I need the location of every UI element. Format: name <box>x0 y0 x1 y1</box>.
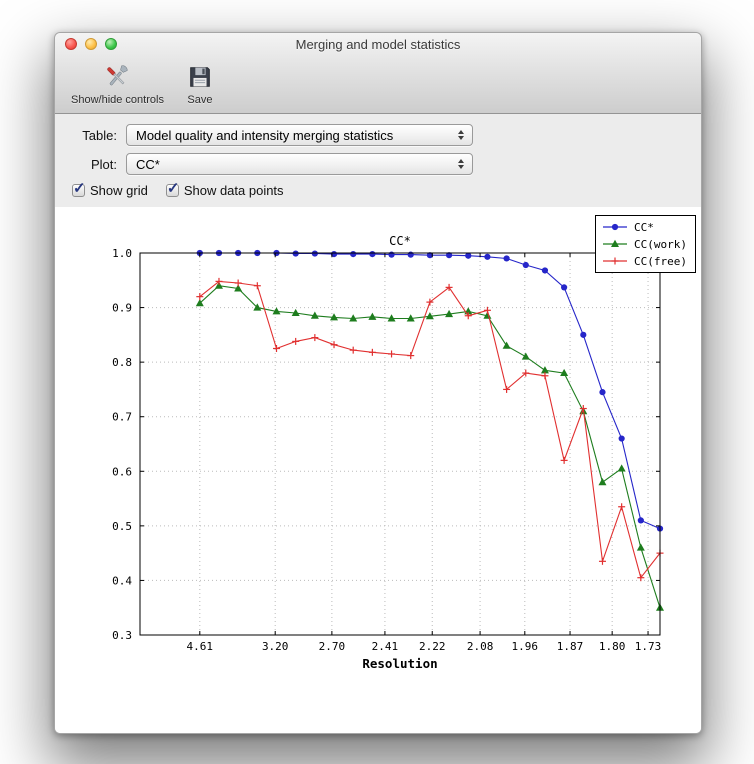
legend-label: CC(work) <box>634 237 687 251</box>
tools-icon <box>102 61 132 93</box>
x-tick-label: 2.22 <box>419 640 446 653</box>
legend-item: CC* <box>602 220 687 234</box>
legend-label: CC(free) <box>634 254 687 268</box>
toolbar-button-label: Save <box>187 94 213 106</box>
legend-item: CC(free) <box>602 254 687 268</box>
close-button[interactable] <box>65 38 77 50</box>
table-dropdown-value: Model quality and intensity merging stat… <box>136 127 394 143</box>
legend-item: CC(work) <box>602 237 687 251</box>
x-tick-label: 3.20 <box>262 640 289 653</box>
axes-frame <box>139 252 661 636</box>
table-dropdown[interactable]: Model quality and intensity merging stat… <box>126 124 473 146</box>
titlebar: Merging and model statistics <box>55 33 701 56</box>
y-tick-label: 0.6 <box>112 465 132 478</box>
chart-title: CC* <box>389 234 411 248</box>
y-tick-label: 0.9 <box>112 302 132 315</box>
show-hide-controls-button[interactable]: Show/hide controls <box>67 60 168 107</box>
series-CC(free) <box>196 277 664 582</box>
legend-label: CC* <box>634 220 654 234</box>
save-icon <box>186 61 214 93</box>
checkbox-icon <box>165 179 179 197</box>
controls-panel: Table: Model quality and intensity mergi… <box>55 114 701 207</box>
legend-marker-plus <box>603 257 628 265</box>
y-tick-label: 0.4 <box>112 574 132 587</box>
save-button[interactable]: Save <box>182 60 218 107</box>
zoom-button[interactable] <box>105 38 117 50</box>
y-tick-label: 0.7 <box>112 411 132 424</box>
toolbar-button-label: Show/hide controls <box>71 94 164 106</box>
x-tick-label: 4.61 <box>187 640 214 653</box>
y-tick-label: 1.0 <box>112 247 132 260</box>
x-tick-label: 2.08 <box>467 640 494 653</box>
table-row: Table: Model quality and intensity mergi… <box>69 124 701 146</box>
table-label: Table: <box>82 127 117 143</box>
axis-ticks: 4.61 3.20 2.70 2.41 2.22 2.08 1.96 1.87 1.80 1.73… <box>112 247 661 653</box>
window-controls <box>65 38 117 50</box>
chart: 4.61 3.20 2.70 2.41 2.22 2.08 1.96 1.87 1.80 1.73… <box>112 234 664 671</box>
show-grid-checkbox[interactable]: Show grid <box>72 179 148 198</box>
y-tick-label: 0.3 <box>112 629 132 642</box>
popup-arrows-icon <box>454 159 468 169</box>
x-tick-label: 1.96 <box>512 640 539 653</box>
x-tick-label: 1.73 <box>635 640 662 653</box>
plot-dropdown-value: CC* <box>136 156 160 172</box>
axes-background <box>140 253 660 635</box>
show-data-points-label: Show data points <box>183 182 284 198</box>
minimize-button[interactable] <box>85 38 97 50</box>
x-axis-label: Resolution <box>362 656 437 671</box>
popup-arrows-icon <box>454 130 468 140</box>
toolbar: Show/hide controls Save <box>55 56 701 113</box>
y-tick-label: 0.8 <box>112 356 132 369</box>
chart-legend: CC* CC(work) CC(free) <box>595 215 696 273</box>
x-tick-label: 1.80 <box>599 640 626 653</box>
plot-panel: 4.61 3.20 2.70 2.41 2.22 2.08 1.96 1.87 1.80 1.73… <box>55 207 701 733</box>
legend-marker-triangle <box>603 239 628 247</box>
app-window: Merging and model statistics <box>54 32 702 734</box>
show-data-points-checkbox[interactable]: Show data points <box>165 179 284 198</box>
checkbox-row: Show grid Show data points <box>72 179 701 198</box>
checkbox-icon <box>72 179 86 197</box>
legend-marker-circle <box>603 223 628 231</box>
window-chrome: Merging and model statistics <box>55 33 701 114</box>
x-tick-label: 2.70 <box>319 640 346 653</box>
window-title: Merging and model statistics <box>295 37 461 52</box>
plot-label: Plot: <box>90 156 117 172</box>
plot-row: Plot: CC* <box>69 153 701 175</box>
show-grid-label: Show grid <box>90 182 148 198</box>
y-tick-label: 0.5 <box>112 520 132 533</box>
x-tick-label: 1.87 <box>557 640 584 653</box>
plot-dropdown[interactable]: CC* <box>126 153 473 175</box>
x-tick-label: 2.41 <box>372 640 399 653</box>
